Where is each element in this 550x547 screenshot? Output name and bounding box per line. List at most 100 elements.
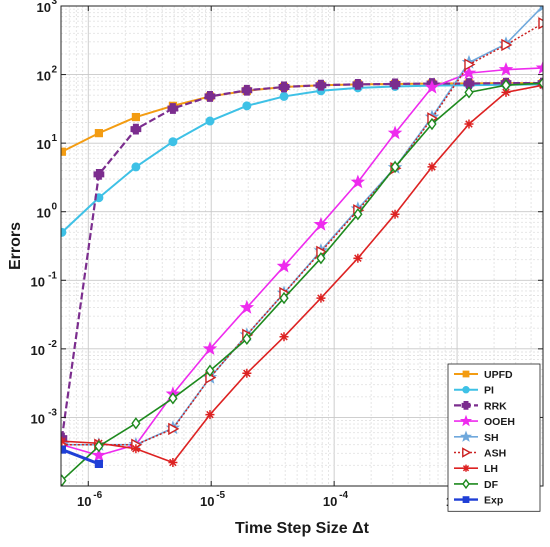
x-tick-exponent: -5 [216,490,225,501]
data-point [93,169,105,180]
y-tick-exponent: 2 [51,65,57,76]
data-point [94,459,103,469]
data-point [535,60,543,75]
data-point [204,91,216,102]
series-line [61,82,543,439]
y-tick-label: 110 [37,133,58,152]
legend-item: PI [454,385,494,397]
series-df [61,76,543,486]
data-point [427,162,437,172]
x-tick-exponent: -4 [339,490,348,501]
data-point [168,458,178,468]
data-point [427,117,437,131]
legend-label: LH [484,463,498,475]
legend-item: RRK [454,400,507,412]
data-point [205,116,215,126]
data-point [387,125,403,140]
data-point [276,258,292,273]
series-line [61,83,543,234]
data-point [538,6,543,13]
y-tick-base: 10 [31,274,45,289]
data-point [167,103,179,114]
y-tick-label: -110 [31,270,58,289]
y-tick-label: -310 [31,407,58,426]
series-pi [61,79,543,237]
y-tick-base: 10 [31,411,45,426]
legend-swatch-marker [459,430,473,442]
data-point [61,227,67,237]
x-tick-base: 10 [200,494,214,509]
y-tick-base: 10 [37,206,51,221]
data-point [202,341,218,356]
data-point [390,209,400,219]
x-tick-base: 10 [77,494,91,509]
data-point [241,84,253,96]
y-tick-exponent: 3 [51,0,57,7]
y-tick-exponent: 1 [51,133,57,144]
data-point [168,137,178,147]
data-point [242,101,252,111]
series-line [61,82,543,482]
y-tick-base: 10 [37,69,51,84]
legend-item: Exp [454,495,503,507]
data-point [501,79,511,92]
legend-label: ASH [484,448,506,460]
y-tick-label: -210 [31,339,58,358]
x-tick-exponent: -6 [93,490,102,501]
data-point [279,91,289,101]
legend-item: ASH [454,447,506,460]
y-axis-label: Errors [7,222,24,270]
series-line [61,448,100,466]
x-tick-label: 10 -4 [323,490,349,509]
x-tick-base: 10 [323,494,337,509]
data-point [389,78,401,90]
y-tick-base: 10 [37,0,51,15]
data-point [61,445,66,454]
plot-frame [60,5,544,487]
series-line [61,22,543,446]
legend-swatch-marker [461,401,471,410]
legend-swatch-marker [462,447,472,458]
data-point [353,253,363,263]
legend-item: UPFD [454,369,513,381]
series-line [61,67,543,457]
data-point [131,417,141,430]
y-tick-label: 210 [37,65,58,84]
legend-item: SH [454,430,499,444]
data-point [242,368,252,378]
data-point [464,86,474,99]
data-point [130,123,142,135]
data-point [168,392,178,405]
x-tick-label: 10 -6 [77,490,103,509]
data-point [390,160,400,174]
legend-item: DF [454,478,499,491]
legend-item: OOEH [454,414,515,428]
series-line [61,84,543,464]
data-point [463,78,475,89]
legend-item: LH [454,463,498,475]
y-tick-exponent: -1 [48,270,57,281]
data-point [61,147,66,156]
data-point [205,410,215,420]
data-point [131,162,141,172]
legend-label: DF [484,479,499,491]
y-tick-exponent: -3 [48,407,57,418]
y-tick-label: 010 [37,202,58,221]
legend-swatch-marker [462,464,470,472]
data-point [279,332,289,342]
data-point [464,58,476,71]
data-point [242,332,252,346]
data-point [316,252,326,265]
data-point [279,291,289,305]
data-point [131,444,141,454]
data-point [501,87,511,97]
legend-label: OOEH [484,416,515,428]
y-tick-base: 10 [31,343,45,358]
data-point [315,79,327,91]
data-point [501,38,513,52]
legend-label: SH [484,432,499,444]
data-point [61,436,67,446]
data-point [313,216,329,231]
